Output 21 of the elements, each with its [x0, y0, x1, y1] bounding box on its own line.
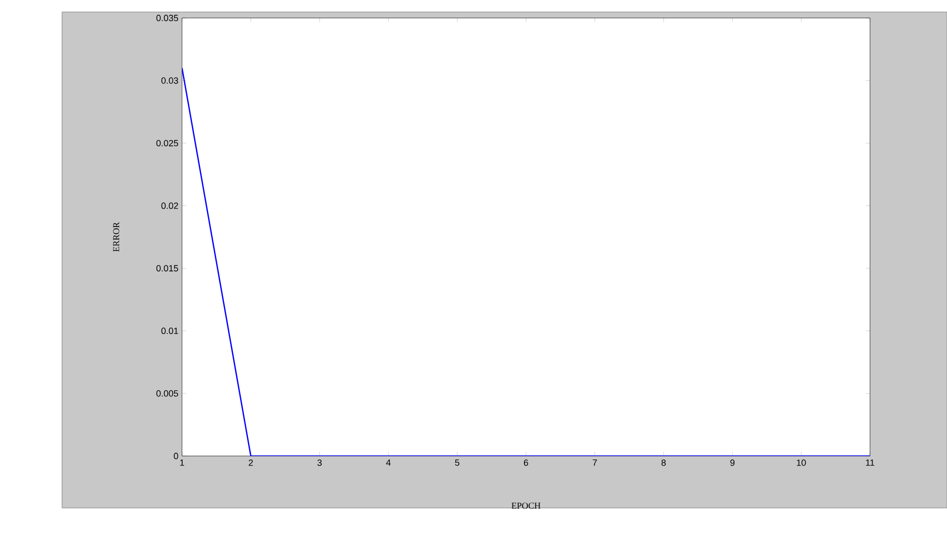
y-tick-label: 0.035 — [156, 14, 178, 22]
x-tick-label: 6 — [524, 460, 528, 466]
x-tick-label: 5 — [455, 460, 460, 466]
x-tick-label: 11 — [866, 460, 874, 466]
y-tick-label: 0.01 — [161, 328, 178, 334]
y-axis-title: ERROR — [113, 222, 120, 252]
y-tick-label: 0.025 — [156, 140, 178, 146]
x-tick-label: 1 — [180, 460, 184, 466]
x-tick-label: 3 — [317, 460, 322, 466]
x-axis-title: EPOCH — [512, 502, 540, 509]
y-tick-label: 0.02 — [161, 202, 178, 209]
x-tick-label: 7 — [592, 460, 597, 466]
x-tick-label: 9 — [730, 460, 734, 466]
y-tick-label: 0.03 — [161, 77, 178, 84]
x-tick-label: 8 — [662, 460, 666, 466]
x-tick-label: 4 — [386, 460, 391, 466]
x-tick-label: 10 — [796, 460, 806, 466]
y-tick-label: 0.005 — [156, 390, 178, 397]
x-tick-label: 2 — [248, 460, 253, 466]
y-tick-label: 0.015 — [156, 265, 178, 272]
y-tick-label: 0 — [174, 452, 178, 460]
